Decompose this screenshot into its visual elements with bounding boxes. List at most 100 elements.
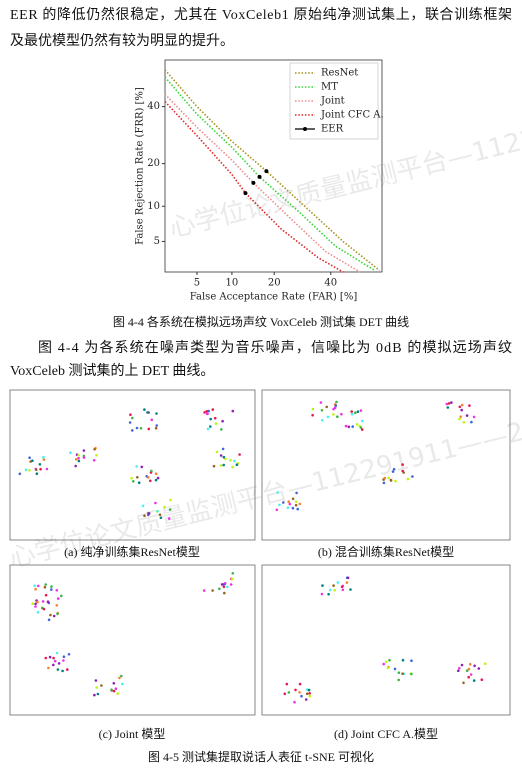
tsne-point xyxy=(319,401,323,404)
tsne-point xyxy=(465,414,469,417)
tsne-point xyxy=(135,426,139,430)
tsne-point xyxy=(100,684,103,687)
tsne-point xyxy=(401,658,405,662)
tsne-point xyxy=(287,500,291,504)
tsne-point xyxy=(469,673,473,676)
tsne-point xyxy=(355,423,359,426)
tsne-point xyxy=(163,505,166,509)
tsne-point xyxy=(238,453,241,456)
tsne-point xyxy=(140,465,144,469)
tsne-point xyxy=(141,504,145,508)
tsne-point xyxy=(205,412,209,416)
tsne-point xyxy=(45,467,49,471)
tsne-point xyxy=(46,600,50,603)
tsne-point xyxy=(92,459,96,462)
y-axis-label: False Rejection Rate (FRR) [%] xyxy=(135,87,146,245)
tsne-point xyxy=(44,583,47,586)
legend-label: ResNet xyxy=(321,68,358,79)
tsne-point xyxy=(470,420,473,424)
tsne-point xyxy=(477,667,481,670)
tsne-point xyxy=(293,700,296,704)
tsne-point xyxy=(42,458,46,461)
tsne-point xyxy=(53,659,57,663)
tsne-point xyxy=(298,682,302,686)
tsne-point xyxy=(69,451,72,455)
tsne-point xyxy=(282,501,285,504)
tsne-point xyxy=(446,406,450,409)
legend-label: EER xyxy=(321,124,344,135)
tsne-point xyxy=(383,476,387,480)
tsne-point xyxy=(294,500,298,504)
tsne-point xyxy=(300,694,303,698)
tsne-point xyxy=(345,581,349,584)
tsne-point xyxy=(332,584,335,587)
tsne-point xyxy=(336,581,340,584)
tsne-point xyxy=(158,513,162,516)
tsne-point xyxy=(56,612,59,616)
eer-point xyxy=(243,191,248,196)
tsne-point xyxy=(394,479,397,483)
tsne-point xyxy=(129,413,132,417)
figure-caption: 图 4-5 测试集提取说话人表征 t-SNE 可视化 xyxy=(148,749,374,764)
eer-point xyxy=(264,169,269,174)
tsne-point xyxy=(35,472,39,476)
tsne-point xyxy=(94,679,98,682)
tsne-point xyxy=(82,456,86,459)
x-tick-label: 5 xyxy=(194,278,200,289)
tsne-point xyxy=(382,481,386,485)
panel-caption: (a) 纯净训练集ResNet模型 xyxy=(64,544,200,559)
tsne-point xyxy=(462,421,466,424)
tsne-point xyxy=(159,516,163,520)
tsne-point xyxy=(221,447,225,451)
tsne-frame xyxy=(261,389,511,541)
tsne-point xyxy=(410,659,413,662)
tsne-point xyxy=(131,429,134,432)
tsne-point xyxy=(480,678,484,681)
tsne-point xyxy=(406,477,410,481)
tsne-frame xyxy=(261,564,511,716)
tsne-point xyxy=(55,604,59,607)
tsne-point xyxy=(74,464,77,468)
tsne-point xyxy=(402,471,406,474)
tsne-point xyxy=(82,449,86,452)
tsne-point xyxy=(222,585,226,589)
tsne-point xyxy=(354,411,357,415)
tsne-point xyxy=(221,419,224,423)
tsne-point xyxy=(283,692,287,696)
tsne-point xyxy=(360,428,364,431)
x-tick-label: 20 xyxy=(268,278,281,289)
tsne-point xyxy=(334,404,338,407)
tsne-point xyxy=(291,497,295,501)
tsne-point xyxy=(473,664,476,668)
tsne-point xyxy=(460,403,464,407)
y-tick-label: 40 xyxy=(147,101,160,112)
body-line: 及最优模型仍然有较为明显的提升。 xyxy=(10,32,234,49)
tsne-point xyxy=(139,427,143,430)
tsne-point xyxy=(472,679,476,682)
tsne-point xyxy=(235,463,239,467)
tsne-point xyxy=(222,455,226,459)
tsne-point xyxy=(50,588,53,591)
tsne-point xyxy=(397,678,401,682)
tsne-point xyxy=(458,667,461,670)
panel-caption: (b) 混合训练集ResNet模型 xyxy=(318,544,454,559)
tsne-point xyxy=(410,672,413,676)
tsne-point xyxy=(93,693,96,697)
tsne-point xyxy=(335,400,338,404)
tsne-point xyxy=(57,662,61,665)
tsne-point xyxy=(411,475,414,478)
tsne-point xyxy=(467,675,471,679)
tsne-point xyxy=(36,600,39,604)
tsne-point xyxy=(226,585,229,589)
tsne-point xyxy=(77,453,80,457)
tsne-point xyxy=(222,463,225,467)
tsne-point xyxy=(321,584,324,587)
tsne-point xyxy=(47,666,50,670)
tsne-point xyxy=(351,425,355,428)
tsne-point xyxy=(34,605,37,608)
tsne-point xyxy=(38,463,42,466)
tsne-point xyxy=(211,408,215,411)
tsne-point xyxy=(231,465,234,469)
tsne-point xyxy=(349,588,352,591)
